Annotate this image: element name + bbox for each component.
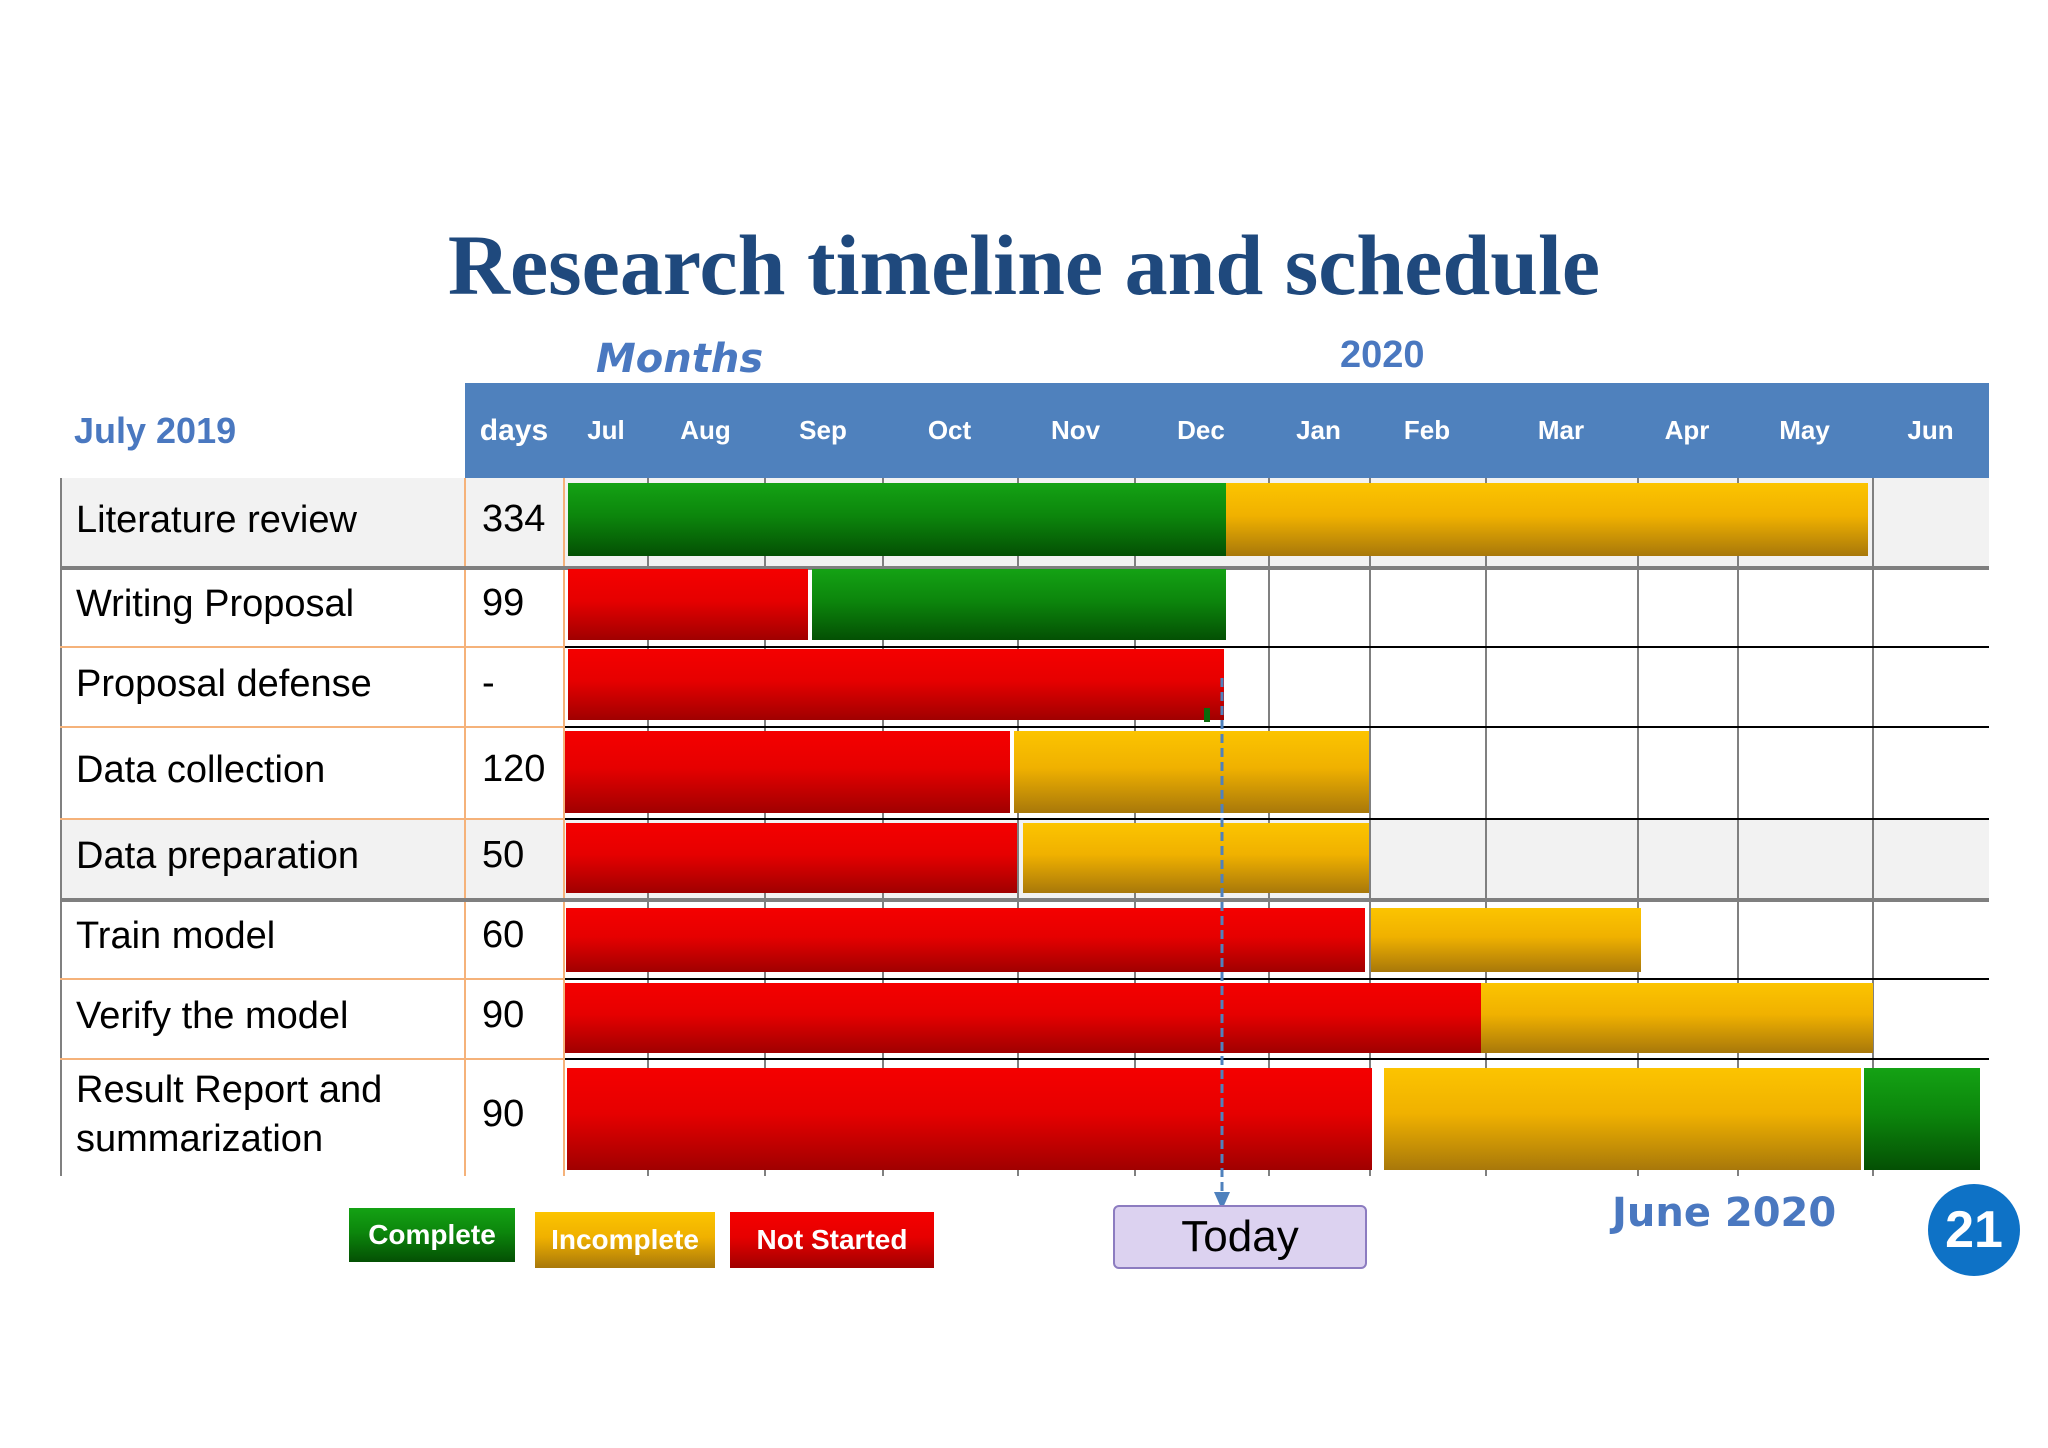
month-gridline: [1737, 478, 1739, 1176]
month-gridline: [1485, 478, 1487, 1176]
task-name: Literature review: [76, 499, 357, 541]
month-header-aug: Aug: [680, 415, 731, 445]
month-gridline: [1017, 478, 1019, 1176]
row-divider: [60, 1058, 1989, 1060]
task-name: Proposal defense: [76, 663, 372, 705]
task-name: Verify the model: [76, 995, 349, 1037]
months-label: Months: [596, 336, 764, 382]
timeline-header: days Jul Aug Sep Oct Nov Dec Jan Feb Mar Apr May Ju…: [465, 383, 1989, 478]
task-days: 99: [482, 582, 525, 624]
row-divider: [60, 726, 1989, 728]
row-divider: [60, 566, 1989, 570]
task-days: -: [482, 662, 495, 704]
task-bar-complete: [568, 483, 1226, 556]
page-title: Research timeline and schedule: [447, 217, 1601, 313]
row-divider: [60, 646, 1989, 648]
month-header-mar: Mar: [1537, 415, 1585, 445]
month-header-oct: Oct: [927, 415, 972, 445]
month-gridline: [1637, 478, 1639, 1176]
task-bar-not-started: [566, 908, 1365, 972]
legend-not-started: Not Started: [730, 1212, 934, 1268]
month-header-feb: Feb: [1403, 415, 1451, 445]
month-header-jan: Jan: [1296, 415, 1341, 445]
task-name: Result Report and summarization: [76, 1069, 383, 1161]
month-header-may: May: [1779, 415, 1830, 445]
column-separator: [563, 478, 565, 1176]
month-header-nov: Nov: [1050, 415, 1101, 445]
task-bar-not-started: [566, 823, 1017, 893]
task-bar-incomplete: [1014, 731, 1369, 813]
task-days: 120: [482, 748, 546, 790]
month-gridline: [1369, 478, 1371, 1176]
legend-incomplete: Incomplete: [535, 1212, 715, 1268]
task-name: Data collection: [76, 749, 326, 791]
task-bar-incomplete: [1481, 983, 1873, 1053]
days-column-header: days: [479, 414, 549, 447]
task-bar-incomplete: [1226, 483, 1868, 556]
column-separator: [60, 478, 62, 1176]
task-days: 60: [482, 914, 525, 956]
task-days: 334: [482, 498, 546, 540]
month-gridline: [1872, 478, 1874, 1176]
task-name: Writing Proposal: [76, 583, 355, 625]
task-bar-not-started: [565, 731, 1010, 813]
task-days: 90: [482, 1093, 525, 1135]
legend-complete: Complete: [349, 1208, 515, 1262]
row-divider: [60, 978, 1989, 980]
today-label: Today: [1113, 1205, 1367, 1269]
month-header-jun: Jun: [1907, 415, 1954, 445]
task-bar-not-started: [565, 983, 1481, 1053]
task-name: Data preparation: [76, 835, 360, 877]
month-header-dec: Dec: [1177, 415, 1225, 445]
page-number-badge: 21: [1928, 1184, 2020, 1276]
task-name: Train model: [76, 915, 276, 957]
column-separator: [464, 478, 466, 1176]
month-header-apr: Apr: [1664, 415, 1710, 445]
end-date-label: June 2020: [1612, 1190, 1837, 1236]
task-days: 90: [482, 994, 525, 1036]
task-bar-incomplete: [1371, 908, 1641, 972]
year-label: 2020: [1340, 334, 1425, 376]
task-bar-incomplete: [1384, 1068, 1861, 1170]
task-bar-not-started: [568, 649, 1224, 720]
today-marker-line: [1204, 678, 1230, 1210]
month-header-jul: Jul: [587, 415, 625, 445]
task-bar-complete: [812, 569, 1226, 640]
start-date-label: July 2019: [74, 410, 237, 451]
task-bar-not-started: [568, 569, 808, 640]
row-divider: [60, 818, 1989, 820]
task-days: 50: [482, 834, 525, 876]
task-bar-incomplete: [1023, 823, 1369, 893]
task-bar-complete: [1864, 1068, 1980, 1170]
task-bar-not-started: [567, 1068, 1372, 1170]
month-header-sep: Sep: [799, 415, 847, 445]
row-divider: [60, 898, 1989, 902]
